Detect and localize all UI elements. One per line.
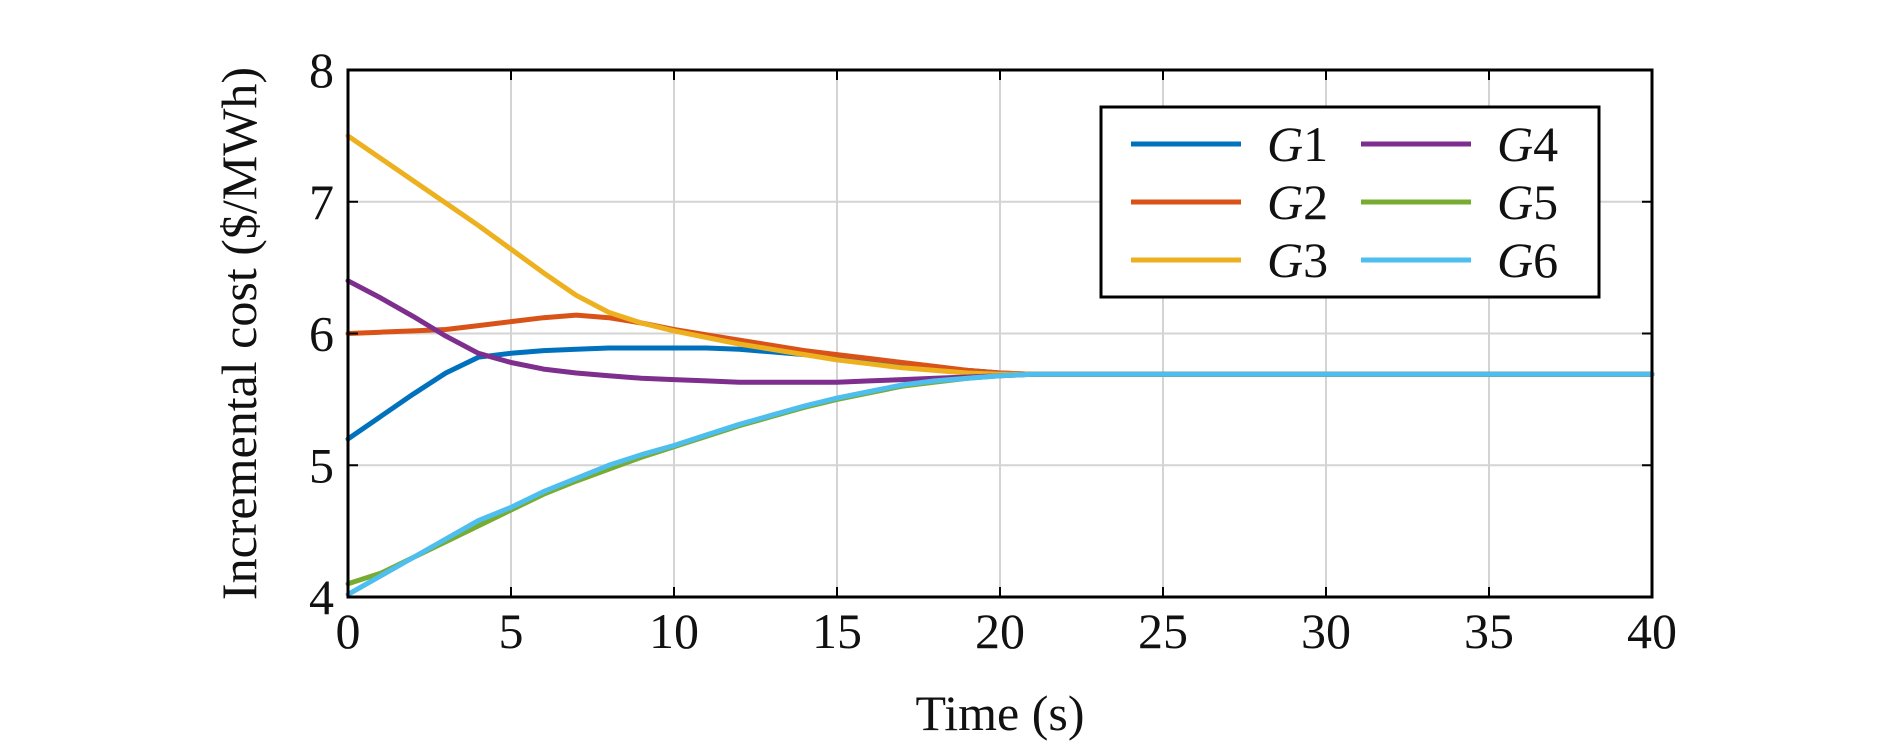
x-tick-label: 10 <box>649 603 699 659</box>
series-line-g6 <box>345 371 1655 597</box>
legend-label-g1: G1 <box>1267 116 1328 172</box>
x-tick-label: 25 <box>1138 603 1188 659</box>
x-tick-labels: 0 5 10 15 20 25 30 35 40 <box>336 603 1678 659</box>
axis-ticks <box>347 69 1653 598</box>
legend-label-g6: G6 <box>1497 232 1558 288</box>
x-axis-label: Time (s) <box>915 685 1084 741</box>
series-lines <box>345 133 1655 597</box>
legend-label-number: 3 <box>1303 232 1328 288</box>
legend-label-g3: G3 <box>1267 232 1328 288</box>
legend-label-g2: G2 <box>1267 174 1328 230</box>
y-tick-label: 8 <box>309 42 334 98</box>
legend-label-letter: G <box>1267 116 1303 172</box>
y-axis-label: Incremental cost ($/MWh) <box>211 67 267 600</box>
legend-label-number: 2 <box>1303 174 1328 230</box>
y-tick-label: 7 <box>309 174 334 230</box>
y-tick-labels: 4 5 6 7 8 <box>309 42 334 625</box>
legend-label-number: 6 <box>1533 232 1558 288</box>
legend-label-number: 5 <box>1533 174 1558 230</box>
x-tick-label: 15 <box>812 603 862 659</box>
x-tick-label: 5 <box>499 603 524 659</box>
x-tick-label: 20 <box>975 603 1025 659</box>
legend-label-letter: G <box>1497 232 1533 288</box>
x-tick-label: 35 <box>1464 603 1514 659</box>
legend-label-letter: G <box>1497 116 1533 172</box>
x-tick-label: 30 <box>1301 603 1351 659</box>
x-tick-label: 0 <box>336 603 361 659</box>
legend-label-g4: G4 <box>1497 116 1558 172</box>
y-tick-label: 4 <box>309 569 334 625</box>
y-tick-label: 6 <box>309 306 334 362</box>
x-tick-label: 40 <box>1627 603 1677 659</box>
legend-label-letter: G <box>1497 174 1533 230</box>
legend-label-letter: G <box>1267 174 1303 230</box>
legend-label-letter: G <box>1267 232 1303 288</box>
y-tick-label: 5 <box>309 437 334 493</box>
legend-label-g5: G5 <box>1497 174 1558 230</box>
legend-label-number: 4 <box>1533 116 1558 172</box>
legend-label-number: 1 <box>1303 116 1328 172</box>
